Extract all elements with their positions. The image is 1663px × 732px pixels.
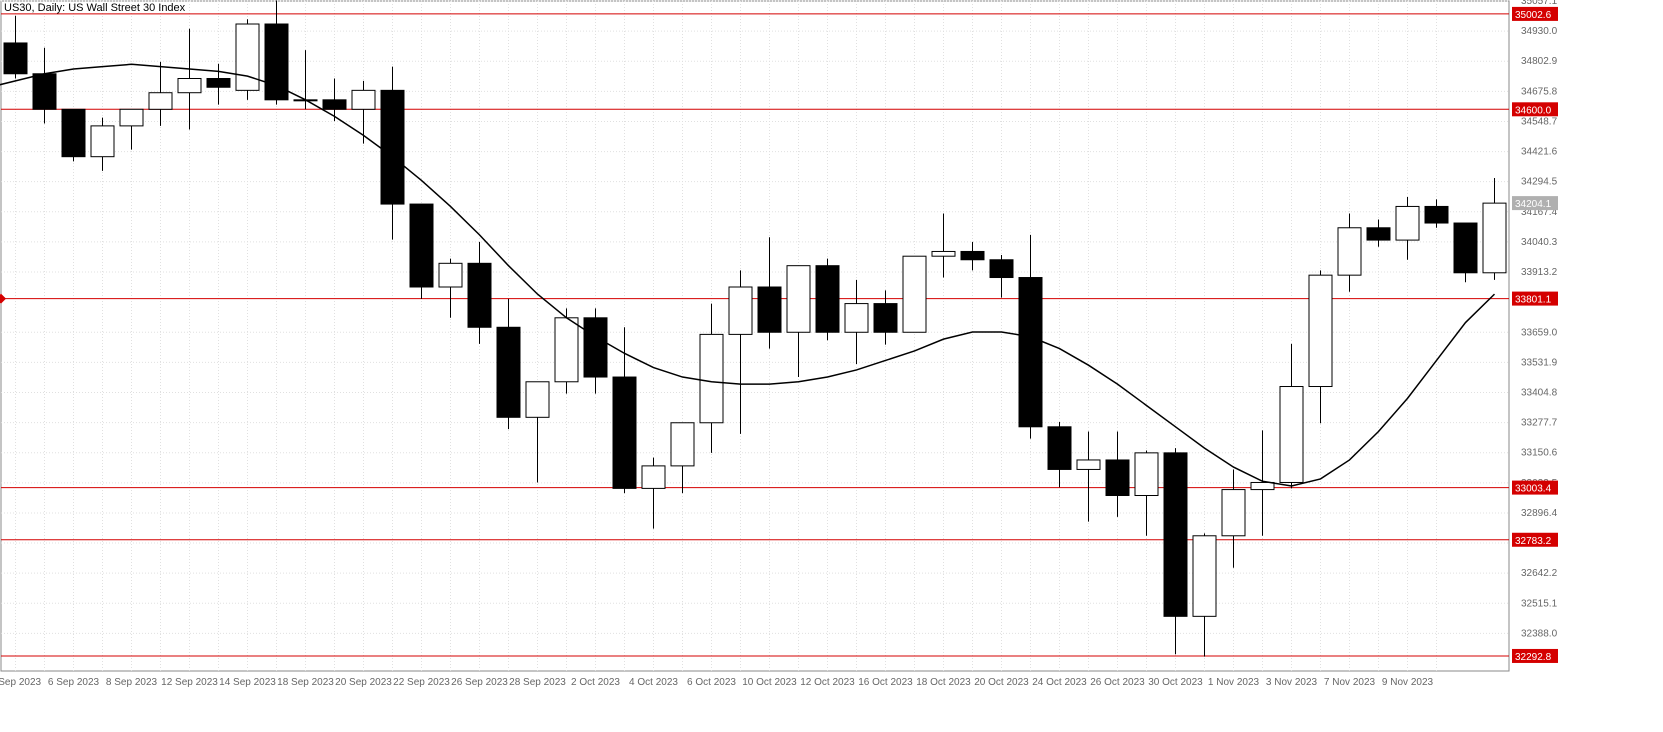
svg-text:6 Oct 2023: 6 Oct 2023 bbox=[687, 677, 736, 688]
svg-text:18 Oct 2023: 18 Oct 2023 bbox=[916, 677, 971, 688]
svg-text:33913.2: 33913.2 bbox=[1521, 267, 1558, 278]
svg-text:1 Nov 2023: 1 Nov 2023 bbox=[1208, 677, 1260, 688]
svg-text:32515.1: 32515.1 bbox=[1521, 598, 1558, 609]
chart-title: US30, Daily: US Wall Street 30 Index bbox=[4, 2, 186, 14]
svg-text:10 Oct 2023: 10 Oct 2023 bbox=[742, 677, 797, 688]
svg-text:33277.7: 33277.7 bbox=[1521, 418, 1558, 429]
svg-text:26 Sep 2023: 26 Sep 2023 bbox=[451, 677, 508, 688]
svg-text:34204.1: 34204.1 bbox=[1515, 199, 1552, 210]
svg-text:35002.6: 35002.6 bbox=[1515, 10, 1552, 21]
svg-text:32388.0: 32388.0 bbox=[1521, 628, 1558, 639]
svg-text:30 Oct 2023: 30 Oct 2023 bbox=[1148, 677, 1203, 688]
svg-text:32783.2: 32783.2 bbox=[1515, 536, 1552, 547]
svg-text:33150.6: 33150.6 bbox=[1521, 448, 1558, 459]
svg-text:4 Oct 2023: 4 Oct 2023 bbox=[629, 677, 678, 688]
svg-text:34548.7: 34548.7 bbox=[1521, 116, 1558, 127]
svg-text:33531.9: 33531.9 bbox=[1521, 357, 1558, 368]
svg-text:34675.8: 34675.8 bbox=[1521, 86, 1558, 97]
svg-text:20 Sep 2023: 20 Sep 2023 bbox=[335, 677, 392, 688]
svg-text:14 Sep 2023: 14 Sep 2023 bbox=[219, 677, 276, 688]
svg-text:32896.4: 32896.4 bbox=[1521, 508, 1558, 519]
svg-text:9 Nov 2023: 9 Nov 2023 bbox=[1382, 677, 1434, 688]
svg-text:34600.0: 34600.0 bbox=[1515, 105, 1552, 116]
svg-text:4 Sep 2023: 4 Sep 2023 bbox=[0, 677, 42, 688]
svg-text:32642.2: 32642.2 bbox=[1521, 568, 1558, 579]
candlestick-chart[interactable]: 35057.1 34930.0 34802.9 34675.8 34548.7 34421… bbox=[0, 0, 1663, 732]
svg-text:26 Oct 2023: 26 Oct 2023 bbox=[1090, 677, 1145, 688]
svg-text:12 Oct 2023: 12 Oct 2023 bbox=[800, 677, 855, 688]
svg-text:16 Oct 2023: 16 Oct 2023 bbox=[858, 677, 913, 688]
svg-text:8 Sep 2023: 8 Sep 2023 bbox=[106, 677, 158, 688]
svg-text:34040.3: 34040.3 bbox=[1521, 237, 1558, 248]
svg-text:18 Sep 2023: 18 Sep 2023 bbox=[277, 677, 334, 688]
svg-text:33801.1: 33801.1 bbox=[1515, 295, 1552, 306]
svg-text:12 Sep 2023: 12 Sep 2023 bbox=[161, 677, 218, 688]
svg-text:34930.0: 34930.0 bbox=[1521, 26, 1558, 37]
svg-text:35057.1: 35057.1 bbox=[1521, 0, 1558, 7]
svg-text:24 Oct 2023: 24 Oct 2023 bbox=[1032, 677, 1087, 688]
svg-text:32292.8: 32292.8 bbox=[1515, 652, 1552, 663]
svg-text:34802.9: 34802.9 bbox=[1521, 56, 1558, 67]
svg-text:28 Sep 2023: 28 Sep 2023 bbox=[509, 677, 566, 688]
svg-text:3 Nov 2023: 3 Nov 2023 bbox=[1266, 677, 1318, 688]
svg-text:33659.0: 33659.0 bbox=[1521, 327, 1558, 338]
svg-text:33404.8: 33404.8 bbox=[1521, 387, 1558, 398]
svg-text:34421.6: 34421.6 bbox=[1521, 147, 1558, 158]
svg-text:7 Nov 2023: 7 Nov 2023 bbox=[1324, 677, 1376, 688]
svg-text:2 Oct 2023: 2 Oct 2023 bbox=[571, 677, 620, 688]
svg-text:22 Sep 2023: 22 Sep 2023 bbox=[393, 677, 450, 688]
svg-text:6 Sep 2023: 6 Sep 2023 bbox=[48, 677, 100, 688]
chart-canvas: 35057.1 34930.0 34802.9 34675.8 34548.7 34421… bbox=[0, 0, 1663, 732]
svg-text:34294.5: 34294.5 bbox=[1521, 177, 1558, 188]
svg-text:33003.4: 33003.4 bbox=[1515, 484, 1552, 495]
svg-text:20 Oct 2023: 20 Oct 2023 bbox=[974, 677, 1029, 688]
